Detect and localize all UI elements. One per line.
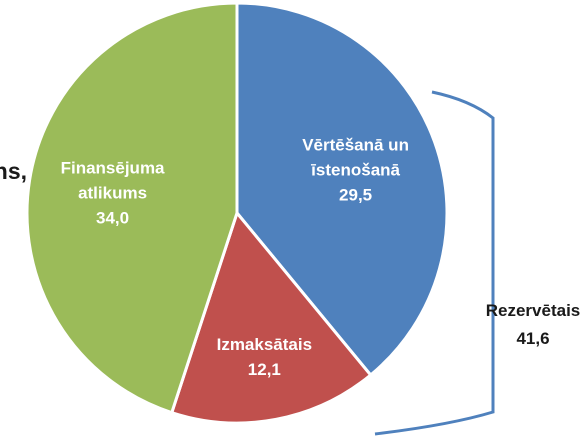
pie-slice <box>235 1 449 378</box>
bracket-label: Rezervētais 41,6 <box>486 297 581 353</box>
pie-slice <box>169 209 373 425</box>
slice-label: Izmaksātais 12,1 <box>179 332 349 382</box>
bracket-text: Rezervētais <box>485 301 581 320</box>
cut-label: ns, <box>0 158 27 184</box>
bracket-value: 41,6 <box>516 329 550 348</box>
category-label: Finansējuma atlikums <box>60 158 165 203</box>
slice-label: Finansējuma atlikums 34,0 <box>38 156 188 231</box>
category-label: Izmaksātais <box>216 335 313 355</box>
value-label: 29,5 <box>339 185 373 205</box>
slice-label: Vērtēšanā un īstenošanā 29,5 <box>281 133 431 208</box>
category-label: Vērtēšanā un īstenošanā <box>302 135 409 180</box>
bracket <box>374 90 495 436</box>
value-label: 34,0 <box>96 208 130 228</box>
value-label: 12,1 <box>247 360 281 380</box>
pie-slice <box>25 1 239 415</box>
